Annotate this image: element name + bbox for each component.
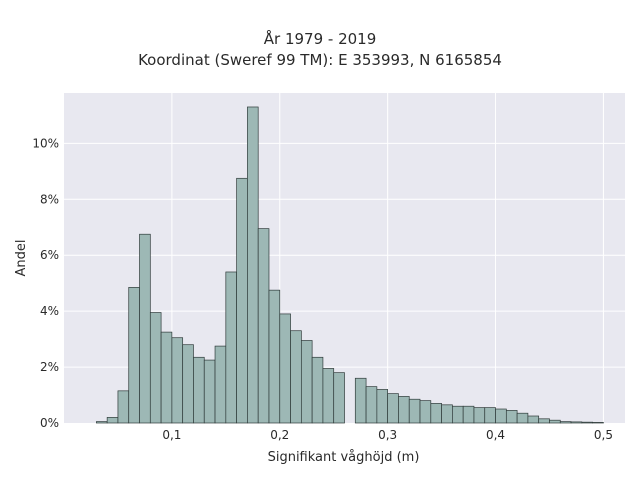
histogram-bar <box>182 344 194 424</box>
histogram-bar <box>322 368 335 424</box>
histogram-bar <box>311 356 324 424</box>
histogram-bar <box>171 337 184 424</box>
histogram-bar <box>495 408 507 424</box>
histogram-bar <box>376 389 389 424</box>
histogram-bars <box>96 106 604 424</box>
histogram-bar <box>581 421 593 424</box>
histogram-bar <box>354 377 367 424</box>
chart-title-block: År 1979 - 2019 Koordinat (Sweref 99 TM):… <box>0 29 640 71</box>
histogram-bar <box>268 289 281 424</box>
histogram-bar <box>160 331 173 424</box>
histogram-bar <box>117 390 130 424</box>
histogram-bar <box>570 421 583 424</box>
chart-title: År 1979 - 2019 <box>263 30 377 48</box>
histogram-bar <box>484 407 496 424</box>
histogram-bar <box>128 287 140 424</box>
x-tick-label: 0,1 <box>162 428 181 442</box>
histogram-bar <box>193 356 205 424</box>
y-tick-label: 4% <box>40 304 59 318</box>
histogram-bar <box>419 400 432 424</box>
histogram-bar <box>452 405 464 424</box>
histogram-bar <box>516 412 529 424</box>
histogram-bar <box>96 421 108 424</box>
y-tick-label: 0% <box>40 416 59 430</box>
y-tick-label: 2% <box>40 360 59 374</box>
histogram-bar <box>203 359 216 424</box>
histogram-bar <box>505 410 518 424</box>
histogram-bar <box>430 403 442 424</box>
y-tick-label: 8% <box>40 192 59 206</box>
histogram-bar <box>300 340 313 424</box>
histogram-bar <box>106 417 119 424</box>
histogram-bar <box>214 345 227 424</box>
histogram-bar <box>408 398 421 424</box>
y-tick-label: 6% <box>40 248 59 262</box>
x-tick-label: 0,4 <box>486 428 505 442</box>
histogram-bar <box>333 372 345 424</box>
histogram-bar <box>549 419 561 424</box>
histogram-bar <box>473 407 486 424</box>
histogram-bar <box>441 404 453 424</box>
histogram-bar <box>387 393 399 424</box>
histogram-bar <box>559 421 572 424</box>
histogram-bar <box>225 271 237 424</box>
histogram-bar <box>538 418 550 424</box>
grid-lines <box>64 93 625 423</box>
y-axis-title: Andel <box>14 240 29 277</box>
histogram-bar <box>592 422 604 424</box>
histogram-bar <box>149 312 162 424</box>
x-tick-label: 0,2 <box>270 428 289 442</box>
histogram-bar <box>462 405 475 424</box>
tick-labels: 0,1 0,2 0,3 0,4 0,5 0% 2% 4% 6% 8% 10% <box>32 136 613 442</box>
x-tick-label: 0,3 <box>378 428 397 442</box>
histogram-bar <box>247 106 259 424</box>
histogram-bar <box>527 415 540 424</box>
histogram-bar <box>279 313 291 424</box>
x-tick-label: 0,5 <box>594 428 613 442</box>
histogram-bar <box>257 228 270 424</box>
histogram-bar <box>139 233 151 424</box>
y-tick-label: 10% <box>32 136 59 150</box>
histogram-bar <box>290 330 302 424</box>
histogram-bar <box>365 386 378 424</box>
x-axis-title: Signifikant våghöjd (m) <box>268 450 420 465</box>
histogram-bar <box>236 177 248 424</box>
histogram-bar <box>398 396 410 424</box>
chart-subtitle: Koordinat (Sweref 99 TM): E 353993, N 61… <box>138 51 502 69</box>
